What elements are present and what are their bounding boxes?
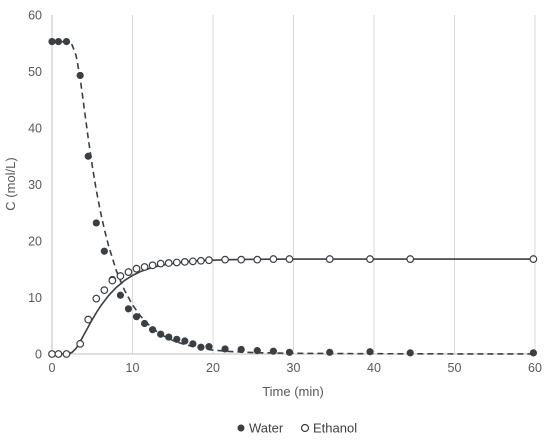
data-point-water-9	[124, 305, 133, 313]
data-point-ethanol-26	[366, 255, 374, 263]
legend: Water Ethanol	[237, 421, 357, 436]
axes: 0 10 20 30 40 50 60 0 10 20 30 40 50 60	[28, 9, 542, 376]
data-point-ethanol-25	[325, 255, 334, 263]
y-tick-label-10: 10	[28, 291, 42, 305]
data-point-ethanol-17	[188, 257, 197, 266]
y-tick-label-50: 50	[28, 65, 42, 79]
data-point-water-2	[62, 37, 71, 46]
legend-label-water: Water	[249, 421, 284, 436]
data-point-ethanol-2	[62, 350, 71, 358]
data-point-ethanol-15	[172, 258, 181, 267]
data-point-water-25	[326, 348, 334, 356]
data-point-water-22	[253, 347, 261, 355]
y-tick-label-40: 40	[28, 122, 42, 136]
data-point-water-15	[173, 335, 181, 343]
data-point-ethanol-14	[164, 259, 173, 267]
x-tick-label-0: 0	[49, 361, 56, 375]
x-tick-label-50: 50	[448, 361, 462, 375]
data-point-ethanol-7	[108, 276, 117, 285]
y-tick-label-60: 60	[28, 9, 42, 23]
data-point-ethanol-10	[132, 264, 141, 273]
data-point-ethanol-24	[285, 255, 294, 263]
x-tick-label-30: 30	[287, 361, 301, 375]
x-axis-title: Time (min)	[262, 384, 324, 399]
x-tick-label-10: 10	[126, 361, 140, 375]
y-tick-label-20: 20	[28, 235, 42, 249]
data-point-water-18	[197, 343, 205, 351]
data-point-ethanol-16	[180, 258, 189, 266]
legend-marker-water	[237, 424, 245, 432]
data-point-water-14	[165, 333, 173, 341]
data-point-water-28	[529, 349, 537, 357]
data-point-ethanol-6	[100, 286, 109, 295]
data-point-ethanol-5	[92, 294, 101, 303]
data-point-water-5	[92, 219, 100, 227]
data-point-ethanol-23	[269, 255, 278, 263]
data-point-water-12	[149, 326, 157, 334]
data-point-water-13	[157, 330, 165, 338]
data-point-ethanol-27	[406, 255, 415, 263]
data-point-water-24	[285, 348, 294, 356]
data-point-ethanol-12	[148, 261, 157, 270]
y-tick-label-30: 30	[28, 178, 42, 192]
data-point-ethanol-9	[124, 268, 133, 276]
x-tick-label-20: 20	[206, 361, 220, 375]
data-point-water-6	[100, 247, 108, 255]
legend-label-ethanol: Ethanol	[313, 421, 357, 436]
data-point-water-17	[189, 340, 197, 348]
data-point-water-16	[181, 337, 189, 345]
x-tick-label-40: 40	[367, 361, 381, 375]
y-axis-title: C (mol/L)	[3, 157, 18, 210]
data-point-ethanol-3	[76, 339, 85, 348]
data-point-water-27	[406, 349, 414, 357]
data-point-water-21	[237, 345, 245, 354]
data-point-water-3	[76, 71, 84, 80]
data-point-water-0	[48, 37, 56, 46]
data-point-water-1	[54, 37, 63, 46]
x-tick-label-60: 60	[528, 361, 542, 375]
data-point-ethanol-1	[54, 350, 63, 358]
y-tick-label-0: 0	[35, 348, 42, 362]
data-point-water-10	[132, 313, 141, 321]
data-point-ethanol-18	[197, 256, 205, 265]
data-point-ethanol-11	[140, 263, 149, 271]
legend-marker-ethanol	[300, 423, 310, 433]
data-point-ethanol-4	[84, 315, 93, 324]
data-point-water-23	[269, 347, 277, 355]
data-point-water-11	[140, 319, 149, 328]
data-point-water-8	[116, 291, 125, 299]
data-point-ethanol-22	[253, 255, 262, 264]
data-point-ethanol-19	[205, 256, 213, 265]
data-point-ethanol-21	[237, 255, 246, 264]
data-point-water-20	[221, 345, 229, 353]
data-point-ethanol-13	[156, 259, 165, 268]
data-point-water-4	[84, 152, 92, 160]
data-point-ethanol-20	[221, 255, 229, 264]
data-point-water-26	[366, 348, 374, 356]
data-point-water-19	[205, 343, 213, 351]
grid	[132, 15, 536, 354]
data-points	[48, 37, 538, 358]
data-point-ethanol-0	[48, 350, 56, 358]
data-point-ethanol-28	[529, 255, 538, 263]
data-point-ethanol-8	[116, 272, 125, 280]
